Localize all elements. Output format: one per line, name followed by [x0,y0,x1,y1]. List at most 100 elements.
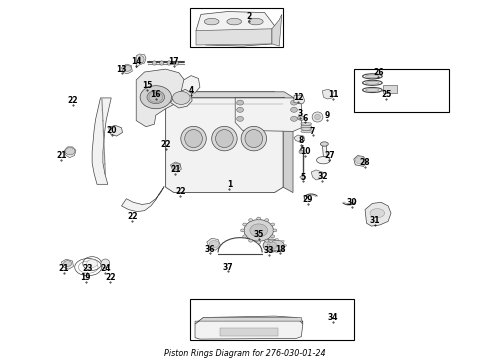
Ellipse shape [300,176,306,179]
Polygon shape [322,89,333,99]
Circle shape [270,240,284,251]
Text: 37: 37 [222,263,233,271]
Text: 7: 7 [310,126,315,135]
Circle shape [237,107,244,112]
Text: 2: 2 [246,12,251,21]
Ellipse shape [227,18,242,25]
Circle shape [249,239,253,242]
Polygon shape [171,162,181,172]
Circle shape [263,239,281,252]
Polygon shape [171,89,192,108]
Ellipse shape [312,112,323,122]
Text: 33: 33 [263,246,274,255]
Ellipse shape [101,259,110,268]
Text: 21: 21 [58,264,69,273]
Circle shape [273,229,277,232]
Text: 8: 8 [299,136,304,145]
Polygon shape [166,92,283,193]
Text: 18: 18 [275,245,286,253]
Text: 36: 36 [204,245,215,253]
Ellipse shape [301,130,312,133]
Text: 13: 13 [116,65,127,74]
Polygon shape [322,146,327,157]
Circle shape [172,163,180,169]
Text: 29: 29 [302,195,313,204]
Polygon shape [109,125,122,136]
Polygon shape [294,135,305,142]
Circle shape [244,220,273,241]
Circle shape [265,219,269,221]
Text: 25: 25 [381,90,392,99]
Circle shape [284,244,287,247]
Circle shape [291,116,297,121]
Circle shape [275,251,278,253]
Circle shape [281,249,284,251]
Ellipse shape [204,18,219,25]
Circle shape [250,224,268,237]
Text: 27: 27 [324,151,335,160]
Circle shape [241,229,245,232]
Ellipse shape [301,122,312,125]
Ellipse shape [320,142,328,146]
Polygon shape [64,147,76,158]
Circle shape [140,86,172,109]
Circle shape [123,66,131,71]
Text: 26: 26 [373,68,384,77]
Text: 32: 32 [317,172,328,181]
Text: 14: 14 [131,57,142,66]
Circle shape [291,100,297,105]
Circle shape [299,150,304,154]
Circle shape [355,157,365,164]
Text: 20: 20 [106,126,117,135]
Circle shape [275,238,278,240]
Ellipse shape [160,61,164,65]
Circle shape [172,91,190,104]
Text: 17: 17 [169,57,179,66]
Text: 34: 34 [328,313,339,322]
Circle shape [249,219,253,221]
Ellipse shape [297,116,305,120]
Polygon shape [196,29,272,45]
Circle shape [271,223,275,226]
Text: Piston Rings Diagram for 276-030-01-24: Piston Rings Diagram for 276-030-01-24 [164,349,326,358]
Ellipse shape [212,126,237,151]
Ellipse shape [174,61,178,65]
Polygon shape [61,259,74,269]
Polygon shape [220,328,278,336]
Polygon shape [195,318,303,324]
Text: 3: 3 [297,109,302,118]
Ellipse shape [138,56,144,63]
Text: 22: 22 [160,140,171,149]
Polygon shape [92,98,111,184]
Polygon shape [311,170,322,180]
Circle shape [64,261,72,266]
Polygon shape [283,97,293,193]
Circle shape [281,240,284,242]
Text: 15: 15 [142,81,152,90]
Ellipse shape [370,209,385,217]
Ellipse shape [315,114,320,120]
Circle shape [65,148,75,155]
Polygon shape [136,69,185,127]
Polygon shape [196,12,277,46]
Circle shape [291,107,297,112]
Text: 21: 21 [170,165,181,174]
Ellipse shape [366,75,379,78]
Text: 35: 35 [253,230,264,239]
Circle shape [270,249,272,251]
Text: 12: 12 [293,94,303,102]
Circle shape [237,116,244,121]
Text: 24: 24 [100,264,111,273]
Ellipse shape [245,130,263,148]
Ellipse shape [185,130,202,148]
Ellipse shape [87,260,98,267]
Circle shape [237,100,244,105]
Ellipse shape [366,81,379,84]
Bar [354,69,449,112]
Ellipse shape [241,126,267,151]
Circle shape [257,241,261,244]
Text: 30: 30 [346,198,357,207]
Circle shape [257,217,261,220]
Polygon shape [365,202,391,226]
Polygon shape [294,95,305,104]
